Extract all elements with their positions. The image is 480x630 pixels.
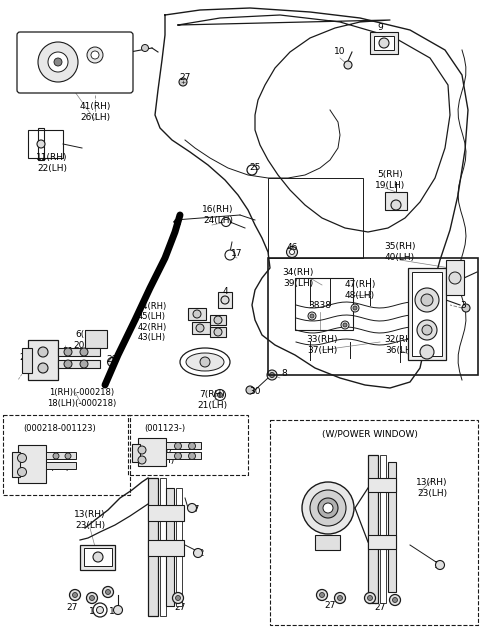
Circle shape [422,325,432,335]
Bar [385,192,407,210]
Circle shape [389,595,400,605]
Text: 47(RH)
48(LH): 47(RH) 48(LH) [344,280,376,300]
Text: 11(RH)
22(LH): 11(RH) 22(LH) [36,153,68,173]
Text: 17: 17 [231,249,243,258]
Text: 1(RH)(-000218)
18(LH)(-000218): 1(RH)(-000218) 18(LH)(-000218) [48,388,117,408]
Bar [268,258,478,375]
Bar [46,452,76,459]
Circle shape [214,328,222,336]
Circle shape [138,446,146,454]
Text: 10: 10 [334,47,346,57]
Text: 16(RH)
24(LH): 16(RH) 24(LH) [202,205,234,225]
Circle shape [38,347,48,357]
Circle shape [287,246,298,258]
Bar [218,292,232,308]
Circle shape [341,321,349,329]
Bar [80,545,115,570]
Text: 6(RH)
20(LH): 6(RH) 20(LH) [73,330,103,350]
Bar [268,178,363,258]
Text: 27: 27 [374,604,386,612]
Circle shape [247,165,257,175]
Bar [84,548,112,566]
Bar [370,32,398,54]
Text: 14: 14 [109,607,120,617]
Circle shape [193,310,201,318]
Circle shape [364,592,375,604]
Text: 15: 15 [89,607,101,617]
Circle shape [106,590,110,595]
Bar [176,488,182,606]
Text: 7(RH)
21(LH): 7(RH) 21(LH) [197,391,227,410]
Text: 28: 28 [192,350,204,360]
Circle shape [368,595,372,600]
Circle shape [221,217,230,227]
Circle shape [38,42,78,82]
Text: 44(RH)
45(LH)
42(RH)
43(LH): 44(RH) 45(LH) 42(RH) 43(LH) [137,302,167,342]
Circle shape [335,592,346,604]
Circle shape [175,452,181,459]
Text: (W/POWER WINDOW): (W/POWER WINDOW) [322,430,418,440]
Circle shape [86,592,97,604]
Circle shape [93,603,107,617]
Circle shape [93,552,103,562]
Bar [28,130,63,158]
Circle shape [344,61,352,69]
Bar [408,268,446,360]
Bar [368,455,378,603]
Bar [46,462,76,469]
Bar [58,360,100,368]
Bar [315,535,340,550]
Text: 35(RH)
40(LH): 35(RH) 40(LH) [384,243,416,261]
Circle shape [96,607,104,614]
Bar [188,308,206,320]
Bar [368,535,396,549]
Bar [192,322,210,334]
Text: 34(RH)
39(LH): 34(RH) 39(LH) [282,268,314,288]
Circle shape [310,314,314,318]
Circle shape [379,38,389,48]
Text: (000218-001123): (000218-001123) [24,423,96,433]
Ellipse shape [310,490,346,526]
Bar [148,540,184,556]
Circle shape [179,78,187,86]
Circle shape [17,467,26,476]
Text: 3838: 3838 [309,301,332,309]
Bar [148,478,158,616]
Bar [374,36,394,50]
Circle shape [353,306,357,310]
Circle shape [393,597,397,602]
Bar [166,452,201,459]
Circle shape [316,590,327,600]
Circle shape [462,304,470,312]
Text: 12: 12 [194,549,206,558]
Text: 1(RH)
18(LH): 1(RH) 18(LH) [145,445,175,465]
Text: 29: 29 [106,355,118,365]
Text: 27: 27 [188,505,200,515]
Text: 41(RH)
26(LH): 41(RH) 26(LH) [79,102,111,122]
Text: 9: 9 [377,23,383,33]
Circle shape [103,587,113,597]
Circle shape [37,140,45,148]
Circle shape [323,503,333,513]
Circle shape [289,249,295,255]
Text: 27: 27 [66,604,78,612]
Text: 30: 30 [249,387,261,396]
Circle shape [188,503,196,512]
Circle shape [337,595,343,600]
Circle shape [214,316,222,324]
Bar [166,488,174,606]
Circle shape [200,357,210,367]
Text: +: + [180,79,186,84]
Text: 32(RH)
36(LH): 32(RH) 36(LH) [384,335,416,355]
Circle shape [421,294,433,306]
Bar [412,272,442,356]
Circle shape [318,498,338,518]
Circle shape [417,320,437,340]
Ellipse shape [180,348,230,376]
Circle shape [91,51,99,59]
Circle shape [225,250,235,260]
Circle shape [435,561,444,570]
Circle shape [72,592,77,597]
Circle shape [172,592,183,604]
Bar [388,462,396,592]
